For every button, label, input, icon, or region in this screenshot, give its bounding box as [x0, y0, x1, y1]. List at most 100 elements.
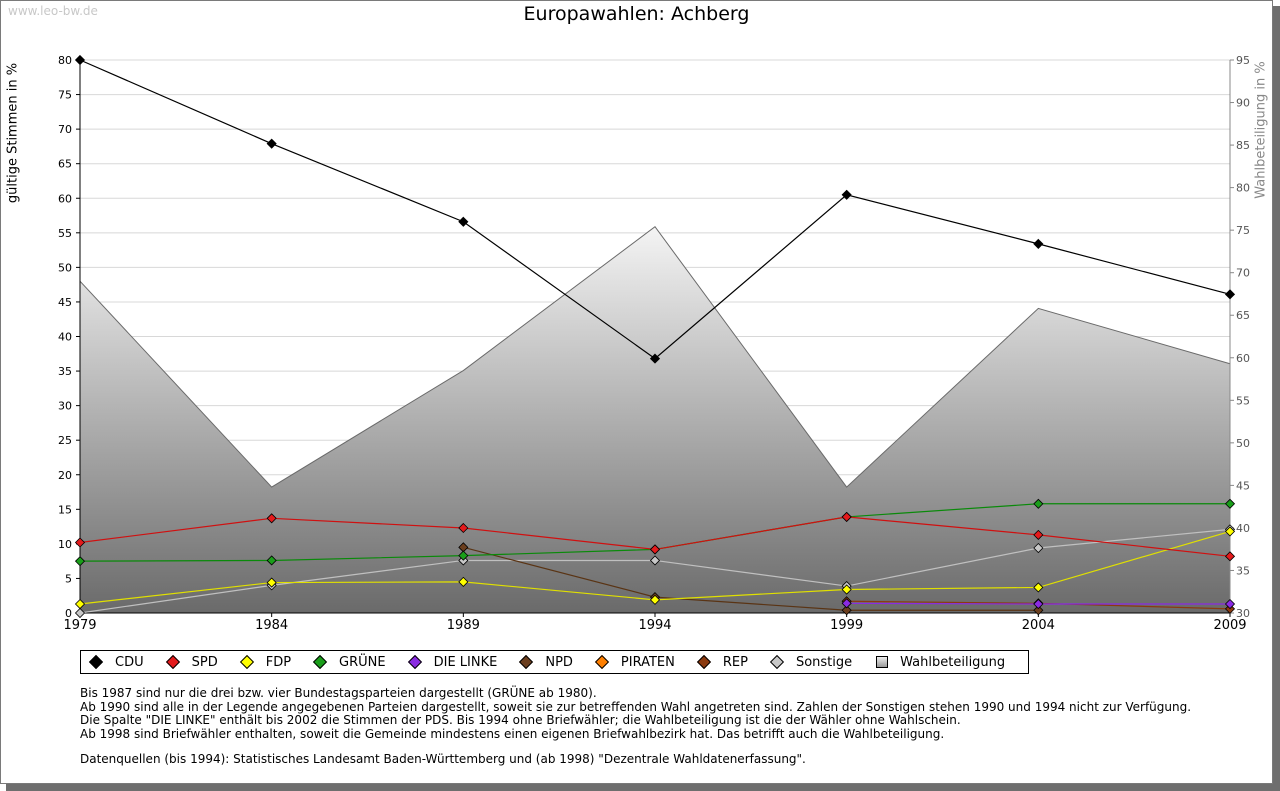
data-point [266, 138, 277, 149]
legend-item: Sonstige [769, 654, 853, 670]
x-tick-label: 1994 [638, 618, 671, 633]
data-point [1033, 238, 1044, 249]
data-point [74, 556, 86, 567]
x-tick-label: 1989 [447, 618, 480, 633]
y2-tick-label: 85 [1236, 139, 1250, 152]
y-tick-label: 10 [58, 538, 72, 551]
data-point [266, 577, 277, 588]
turnout-area-layer [79, 226, 1231, 613]
note-line: Ab 1998 sind Briefwähler enthalten, sowe… [80, 726, 945, 741]
y2-tick-label: 50 [1236, 437, 1250, 450]
data-point [1224, 526, 1236, 537]
series-line [463, 546, 1039, 611]
data-point [1033, 605, 1044, 616]
y2-tick-label: 45 [1236, 479, 1250, 492]
legend-marker [696, 654, 711, 670]
x-tick-label: 1979 [63, 618, 96, 633]
data-point [649, 353, 661, 364]
tick-labels: 0 5 10 15 20 25 30 35 40 45 50 55 60 65 70 75 80 30 35 40 45… [58, 54, 1250, 633]
chart-plot: 0 5 10 15 20 25 30 35 40 45 50 55 60 65 70 75 80 30 35 40 45… [58, 54, 1250, 633]
data-point [1033, 529, 1044, 540]
y2-tick-label: 65 [1236, 309, 1250, 322]
legend-label: PIRATEN [620, 654, 675, 670]
y2-tick-label: 30 [1236, 607, 1250, 620]
frame-shadow-bottom [6, 784, 1280, 791]
data-point [458, 216, 469, 227]
legend-item: GRÜNE [312, 654, 386, 670]
legend-item: REP [696, 654, 748, 670]
data-point [1033, 498, 1044, 509]
legend-label: REP [722, 654, 748, 670]
y-tick-label: 50 [58, 261, 72, 274]
legend-marker [594, 654, 609, 670]
series-die-linke [841, 598, 1236, 610]
y2-tick-label: 60 [1236, 352, 1250, 365]
note-line: Ab 1990 sind alle in der Legende angegeb… [80, 699, 1192, 714]
legend-item: SPD [165, 654, 218, 670]
y-tick-label: 45 [58, 296, 72, 309]
data-point [74, 598, 86, 610]
y-tick-label: 35 [58, 365, 72, 378]
data-point [266, 513, 277, 524]
data-point [841, 189, 852, 200]
legend-marker [239, 654, 254, 670]
legend-marker [407, 654, 422, 670]
legend-label: GRÜNE [339, 654, 386, 670]
x-tick-label: 2009 [1213, 618, 1246, 633]
data-point [74, 537, 86, 548]
y-tick-label: 25 [58, 434, 72, 447]
legend-item: CDU [88, 655, 144, 670]
legend-item: NPD [519, 654, 573, 670]
legend-marker [165, 654, 180, 670]
series-spd [74, 511, 1236, 562]
data-point [1033, 582, 1044, 593]
y2-tick-label: 55 [1236, 394, 1250, 407]
chart-title: Europawahlen: Achberg [523, 3, 750, 25]
turnout-area [80, 226, 1230, 613]
note-line: Bis 1987 sind nur die drei bzw. vier Bun… [80, 686, 597, 700]
note-line: Die Spalte "DIE LINKE" enthält bis 2002 … [80, 713, 961, 727]
data-point [266, 555, 277, 566]
data-point [649, 555, 661, 566]
data-point [1033, 542, 1044, 554]
data-point [1224, 551, 1236, 562]
y2-tick-label: 40 [1236, 522, 1250, 535]
y-tick-label: 70 [58, 123, 72, 136]
legend-label: NPD [545, 654, 573, 670]
y2-tick-label: 70 [1236, 267, 1250, 280]
y2-tick-label: 75 [1236, 224, 1250, 237]
y2-tick-label: 80 [1236, 182, 1250, 195]
data-point [841, 598, 852, 609]
y-tick-label: 30 [58, 400, 72, 413]
legend: CDU SPD FDP GRÜNE DIE LINKE NPD PIRATEN REP Sons… [80, 650, 1029, 674]
data-point [1224, 289, 1236, 300]
data-point [458, 576, 469, 587]
y-tick-label: 55 [58, 227, 72, 240]
legend-label: SPD [191, 654, 218, 670]
legend-item: PIRATEN [594, 654, 675, 670]
legend-label: Wahlbeteiligung [900, 654, 1006, 670]
y2-tick-label: 90 [1236, 97, 1250, 110]
frame-shadow-right [1273, 6, 1280, 791]
legend-item: DIE LINKE [407, 654, 498, 670]
data-point [74, 607, 86, 619]
y-tick-label: 80 [58, 54, 72, 67]
legend-item: FDP [239, 654, 292, 670]
y-tick-label: 65 [58, 158, 72, 171]
y-tick-label: 5 [65, 572, 72, 585]
data-point [74, 54, 86, 66]
legend-label: Sonstige [795, 654, 853, 670]
y-tick-label: 20 [58, 469, 72, 482]
series-fdp [74, 526, 1236, 610]
data-point [841, 605, 852, 616]
notes: Bis 1987 sind nur die drei bzw. vier Bun… [80, 686, 1192, 741]
y2-tick-label: 95 [1236, 54, 1250, 67]
y-tick-label: 60 [58, 192, 72, 205]
data-point [841, 584, 852, 595]
data-point [458, 522, 469, 534]
y-tick-label: 75 [58, 89, 72, 102]
data-point [841, 511, 852, 522]
series-cdu [74, 54, 1236, 364]
legend-label: FDP [265, 654, 292, 670]
legend-label: DIE LINKE [433, 654, 498, 670]
